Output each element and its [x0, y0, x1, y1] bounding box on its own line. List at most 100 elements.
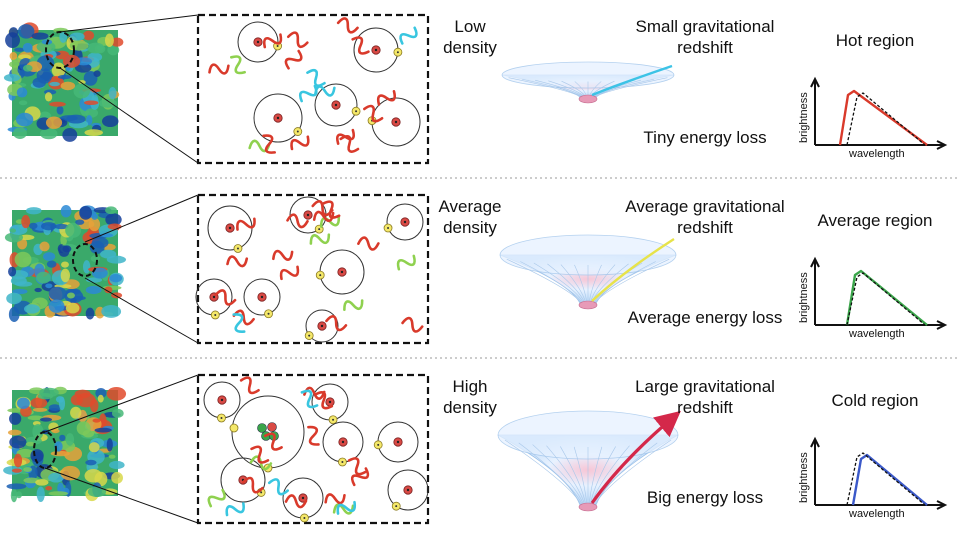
cmb-spot [91, 267, 108, 279]
plasma-box-border [196, 13, 430, 165]
zoom-line [44, 374, 199, 433]
region-label-line: Hot region [835, 31, 915, 50]
cmb-spot [69, 32, 85, 41]
cmb-spot [109, 273, 123, 283]
proton-core [256, 40, 260, 44]
proton-core [403, 220, 407, 224]
well-gridline [504, 439, 582, 506]
well-gridline [521, 78, 583, 98]
redshift-label-line: Small gravitational [635, 17, 775, 36]
cmb-spot [35, 479, 49, 486]
density-label-line: density [443, 218, 497, 237]
cmb-spot [23, 304, 40, 314]
cmb-spot [75, 219, 85, 225]
cmb-spot [84, 129, 103, 136]
atom-orbit [386, 203, 424, 241]
cmb-spot [104, 286, 113, 294]
y-axis-arrow [810, 256, 820, 268]
photon-wave [272, 249, 294, 261]
photon-wave [339, 134, 360, 153]
cmb-spot [104, 33, 114, 48]
well-gridline [593, 442, 658, 506]
well-gridline [588, 264, 602, 304]
energy-label: Big energy loss [600, 487, 810, 508]
row-1 [3, 13, 948, 165]
well-gridline [508, 77, 582, 98]
cmb-spot [56, 105, 64, 115]
cmb-spot [111, 292, 123, 299]
cmb-spot [13, 127, 27, 140]
cmb-spot [65, 222, 82, 238]
well-gridline [532, 444, 584, 506]
photon-wave [307, 425, 320, 446]
atom-orbit [305, 309, 339, 343]
electron-core [395, 505, 398, 508]
cmb-spot [107, 44, 120, 56]
cmb-spot [48, 286, 67, 301]
electron-core [396, 51, 399, 54]
x-axis-arrow [936, 500, 948, 510]
cmb-spot [22, 42, 33, 53]
cmb-spot [5, 32, 21, 49]
photon-wave [350, 467, 370, 487]
proton-core [394, 120, 398, 124]
cmb-spot [66, 114, 86, 124]
electron-core [267, 312, 270, 315]
energy-label-line: Tiny energy loss [643, 128, 767, 147]
cmb-spot [85, 108, 99, 118]
well-bottom [578, 502, 598, 512]
electron-core [355, 110, 358, 113]
zoom-line [44, 467, 199, 524]
cmb-spot [34, 287, 42, 293]
cmb-spot [16, 397, 30, 409]
cmb-spot [12, 288, 28, 295]
atom-orbit [253, 93, 303, 143]
redshift-label: Average gravitational redshift [600, 196, 810, 238]
potential-well [501, 61, 675, 104]
spectrum-curve [838, 89, 928, 146]
photon-wave [311, 200, 334, 217]
row-2 [4, 193, 948, 345]
region-label-line: Cold region [831, 391, 919, 410]
cmb-spot [110, 37, 124, 47]
cmb-spot [48, 404, 61, 411]
well-gridline [589, 264, 616, 304]
cmb-spot [25, 441, 36, 447]
energy-label-line: Average energy loss [627, 308, 783, 327]
electron-core [276, 44, 279, 47]
cmb-spot [27, 415, 44, 421]
photon-wave [262, 134, 276, 154]
photon-wave [324, 493, 346, 505]
cmb-spot [111, 471, 123, 484]
nucleon [267, 422, 277, 432]
redshift-label: Large gravitational redshift [600, 376, 810, 418]
cmb-spot [93, 70, 101, 77]
photon-wave [230, 55, 246, 75]
cmb-spot [60, 205, 72, 218]
electron-core [236, 247, 239, 250]
cmb-map [3, 386, 127, 503]
region-label-line: Average region [817, 211, 933, 230]
cmb-spot [82, 30, 95, 41]
cmb-spot [15, 112, 34, 127]
cmb-spot [32, 77, 46, 88]
photon-wave [376, 90, 397, 106]
electron-core [332, 418, 335, 421]
well-gridline [593, 261, 656, 304]
y-axis-label: brightness [798, 92, 810, 143]
region-highlight [72, 243, 98, 277]
region-label: Average region [800, 210, 950, 231]
cmb-spot [95, 387, 107, 399]
cmb-spot [55, 396, 65, 403]
cmb-spot [6, 483, 27, 490]
photon-wave [336, 17, 359, 34]
photon-wave [242, 476, 264, 494]
electron [229, 423, 239, 433]
atom-orbit [387, 469, 429, 511]
photon-wave [207, 488, 226, 508]
electron-core [341, 460, 344, 463]
cmb-spot [78, 80, 86, 85]
cmb-spot [14, 251, 32, 268]
cmb-spot [18, 54, 31, 60]
cmb-spot [79, 205, 93, 220]
